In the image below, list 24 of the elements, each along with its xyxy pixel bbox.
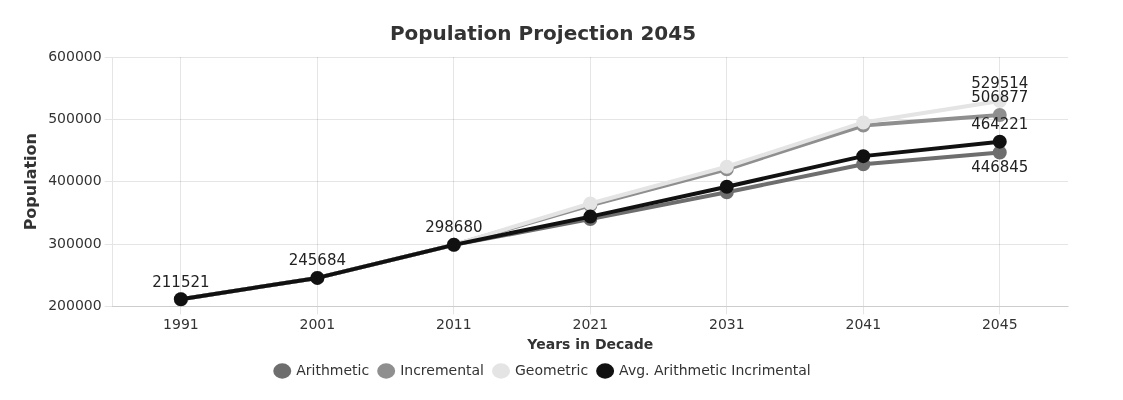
legend-label: Incremental — [400, 361, 485, 378]
data-label: 211521 — [152, 272, 210, 291]
legend-label: Geometric — [515, 361, 589, 378]
y-tick-label: 300000 — [48, 234, 102, 251]
x-axis-title: Years in Decade — [526, 336, 654, 353]
data-label: 298680 — [425, 218, 483, 237]
x-tick-label: 2045 — [981, 316, 1018, 333]
legend-label: Avg. Arithmetic Incrimental — [619, 361, 811, 378]
chart-title: Population Projection 2045 — [389, 21, 697, 46]
y-axis-title: Population — [20, 133, 40, 231]
y-tick-label: 400000 — [48, 172, 102, 189]
x-tick-label: 2001 — [299, 316, 336, 333]
x-tick-label: 2041 — [845, 316, 882, 333]
x-tick-label: 1991 — [163, 316, 199, 333]
data-label: 446845 — [971, 157, 1029, 176]
y-tick-label: 500000 — [48, 109, 102, 126]
data-label: 464221 — [971, 115, 1029, 134]
data-label: 245684 — [288, 251, 346, 270]
y-tick-label: 600000 — [48, 47, 102, 64]
x-tick-label: 2031 — [708, 316, 745, 333]
x-tick-label: 2011 — [436, 316, 472, 333]
legend-label: Arithmetic — [296, 361, 370, 378]
x-tick-label: 2021 — [572, 316, 609, 333]
y-tick-label: 200000 — [48, 297, 102, 314]
